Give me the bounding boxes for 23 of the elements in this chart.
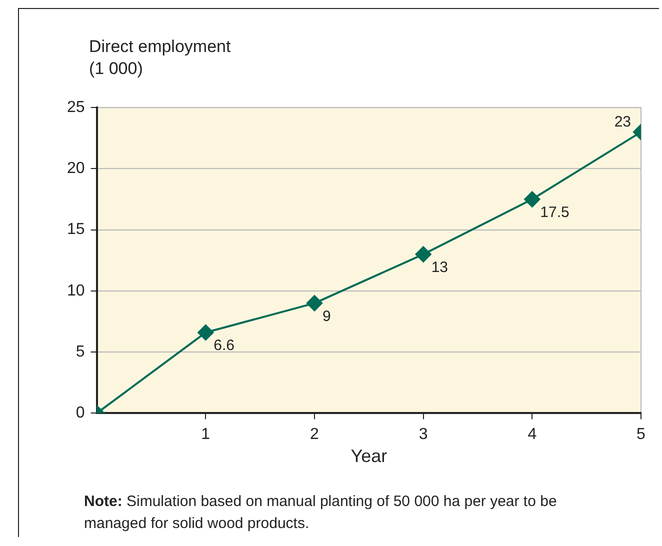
data-label: 13 — [431, 258, 448, 276]
y-tick-label: 5 — [76, 343, 85, 360]
data-label: 9 — [322, 308, 331, 325]
point — [524, 191, 540, 208]
x-tick-label: 3 — [418, 426, 428, 444]
x-tick-label: 2 — [310, 426, 320, 444]
x-axis-title: Year — [350, 446, 388, 466]
point — [198, 324, 214, 341]
y-axis-title: Direct employment (1 000) — [89, 36, 231, 80]
data-label: 6.6 — [214, 337, 234, 354]
text: Note: Simulation based on manual planting of 50 000 ha per year to be managed for solid wood products. — [84, 492, 558, 534]
x-tick-label: 1 — [201, 426, 210, 444]
y-tick-label: 25 — [67, 99, 85, 116]
point — [415, 246, 432, 262]
y-tick-label: 10 — [67, 282, 85, 300]
x-tick-label: 5 — [636, 426, 646, 444]
data-label: 17.5 — [540, 204, 570, 221]
point — [306, 295, 322, 312]
y-tick-label: 20 — [67, 160, 85, 178]
data-label: 23 — [614, 114, 631, 131]
y-tick-label: 15 — [67, 221, 85, 238]
x-tick-label: 4 — [528, 426, 537, 444]
y-tick-label: 0 — [76, 404, 85, 422]
